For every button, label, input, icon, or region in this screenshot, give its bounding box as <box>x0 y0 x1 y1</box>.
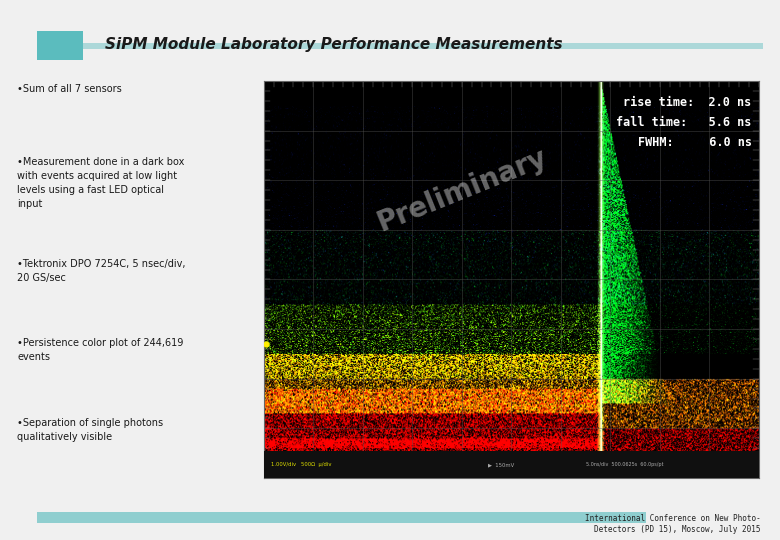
Text: •Sum of all 7 sensors: •Sum of all 7 sensors <box>17 84 122 94</box>
Text: International Conference on New Photo-
Detectors (PD 15), Moscow, July 2015: International Conference on New Photo- D… <box>585 514 760 534</box>
Bar <box>37 512 646 523</box>
Bar <box>37 43 763 49</box>
Text: •Tektronix DPO 7254C, 5 nsec/div,
20 GS/sec: •Tektronix DPO 7254C, 5 nsec/div, 20 GS/… <box>17 259 186 283</box>
Text: •Persistence color plot of 244,619
events: •Persistence color plot of 244,619 event… <box>17 338 183 361</box>
Text: •Measurement done in a dark box
with events acquired at low light
levels using a: •Measurement done in a dark box with eve… <box>17 157 185 208</box>
Text: Preliminary: Preliminary <box>373 143 551 237</box>
Text: ▶  150mV: ▶ 150mV <box>488 462 515 467</box>
Bar <box>264 450 759 478</box>
Bar <box>37 31 83 60</box>
Text: •Separation of single photons
qualitatively visible: •Separation of single photons qualitativ… <box>17 418 163 442</box>
Text: SiPM Module Laboratory Performance Measurements: SiPM Module Laboratory Performance Measu… <box>105 37 563 52</box>
Text: rise time:  2.0 ns
fall time:   5.6 ns
FWHM:     6.0 ns: rise time: 2.0 ns fall time: 5.6 ns FWHM… <box>616 96 751 149</box>
Text: 1.00V/div   500Ω  μ/div: 1.00V/div 500Ω μ/div <box>271 462 332 467</box>
Text: 5.0ns/div  500.0625s  60.0ps/pt: 5.0ns/div 500.0625s 60.0ps/pt <box>586 462 663 467</box>
